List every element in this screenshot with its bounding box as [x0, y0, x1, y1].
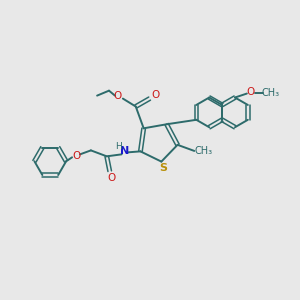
Text: H: H: [115, 142, 122, 151]
Text: N: N: [120, 146, 129, 156]
Text: S: S: [159, 163, 167, 172]
Text: O: O: [152, 90, 160, 100]
Text: CH₃: CH₃: [262, 88, 280, 98]
Text: O: O: [247, 87, 255, 97]
Text: CH₃: CH₃: [194, 146, 212, 156]
Text: O: O: [108, 173, 116, 183]
Text: O: O: [72, 151, 80, 161]
Text: O: O: [114, 91, 122, 100]
